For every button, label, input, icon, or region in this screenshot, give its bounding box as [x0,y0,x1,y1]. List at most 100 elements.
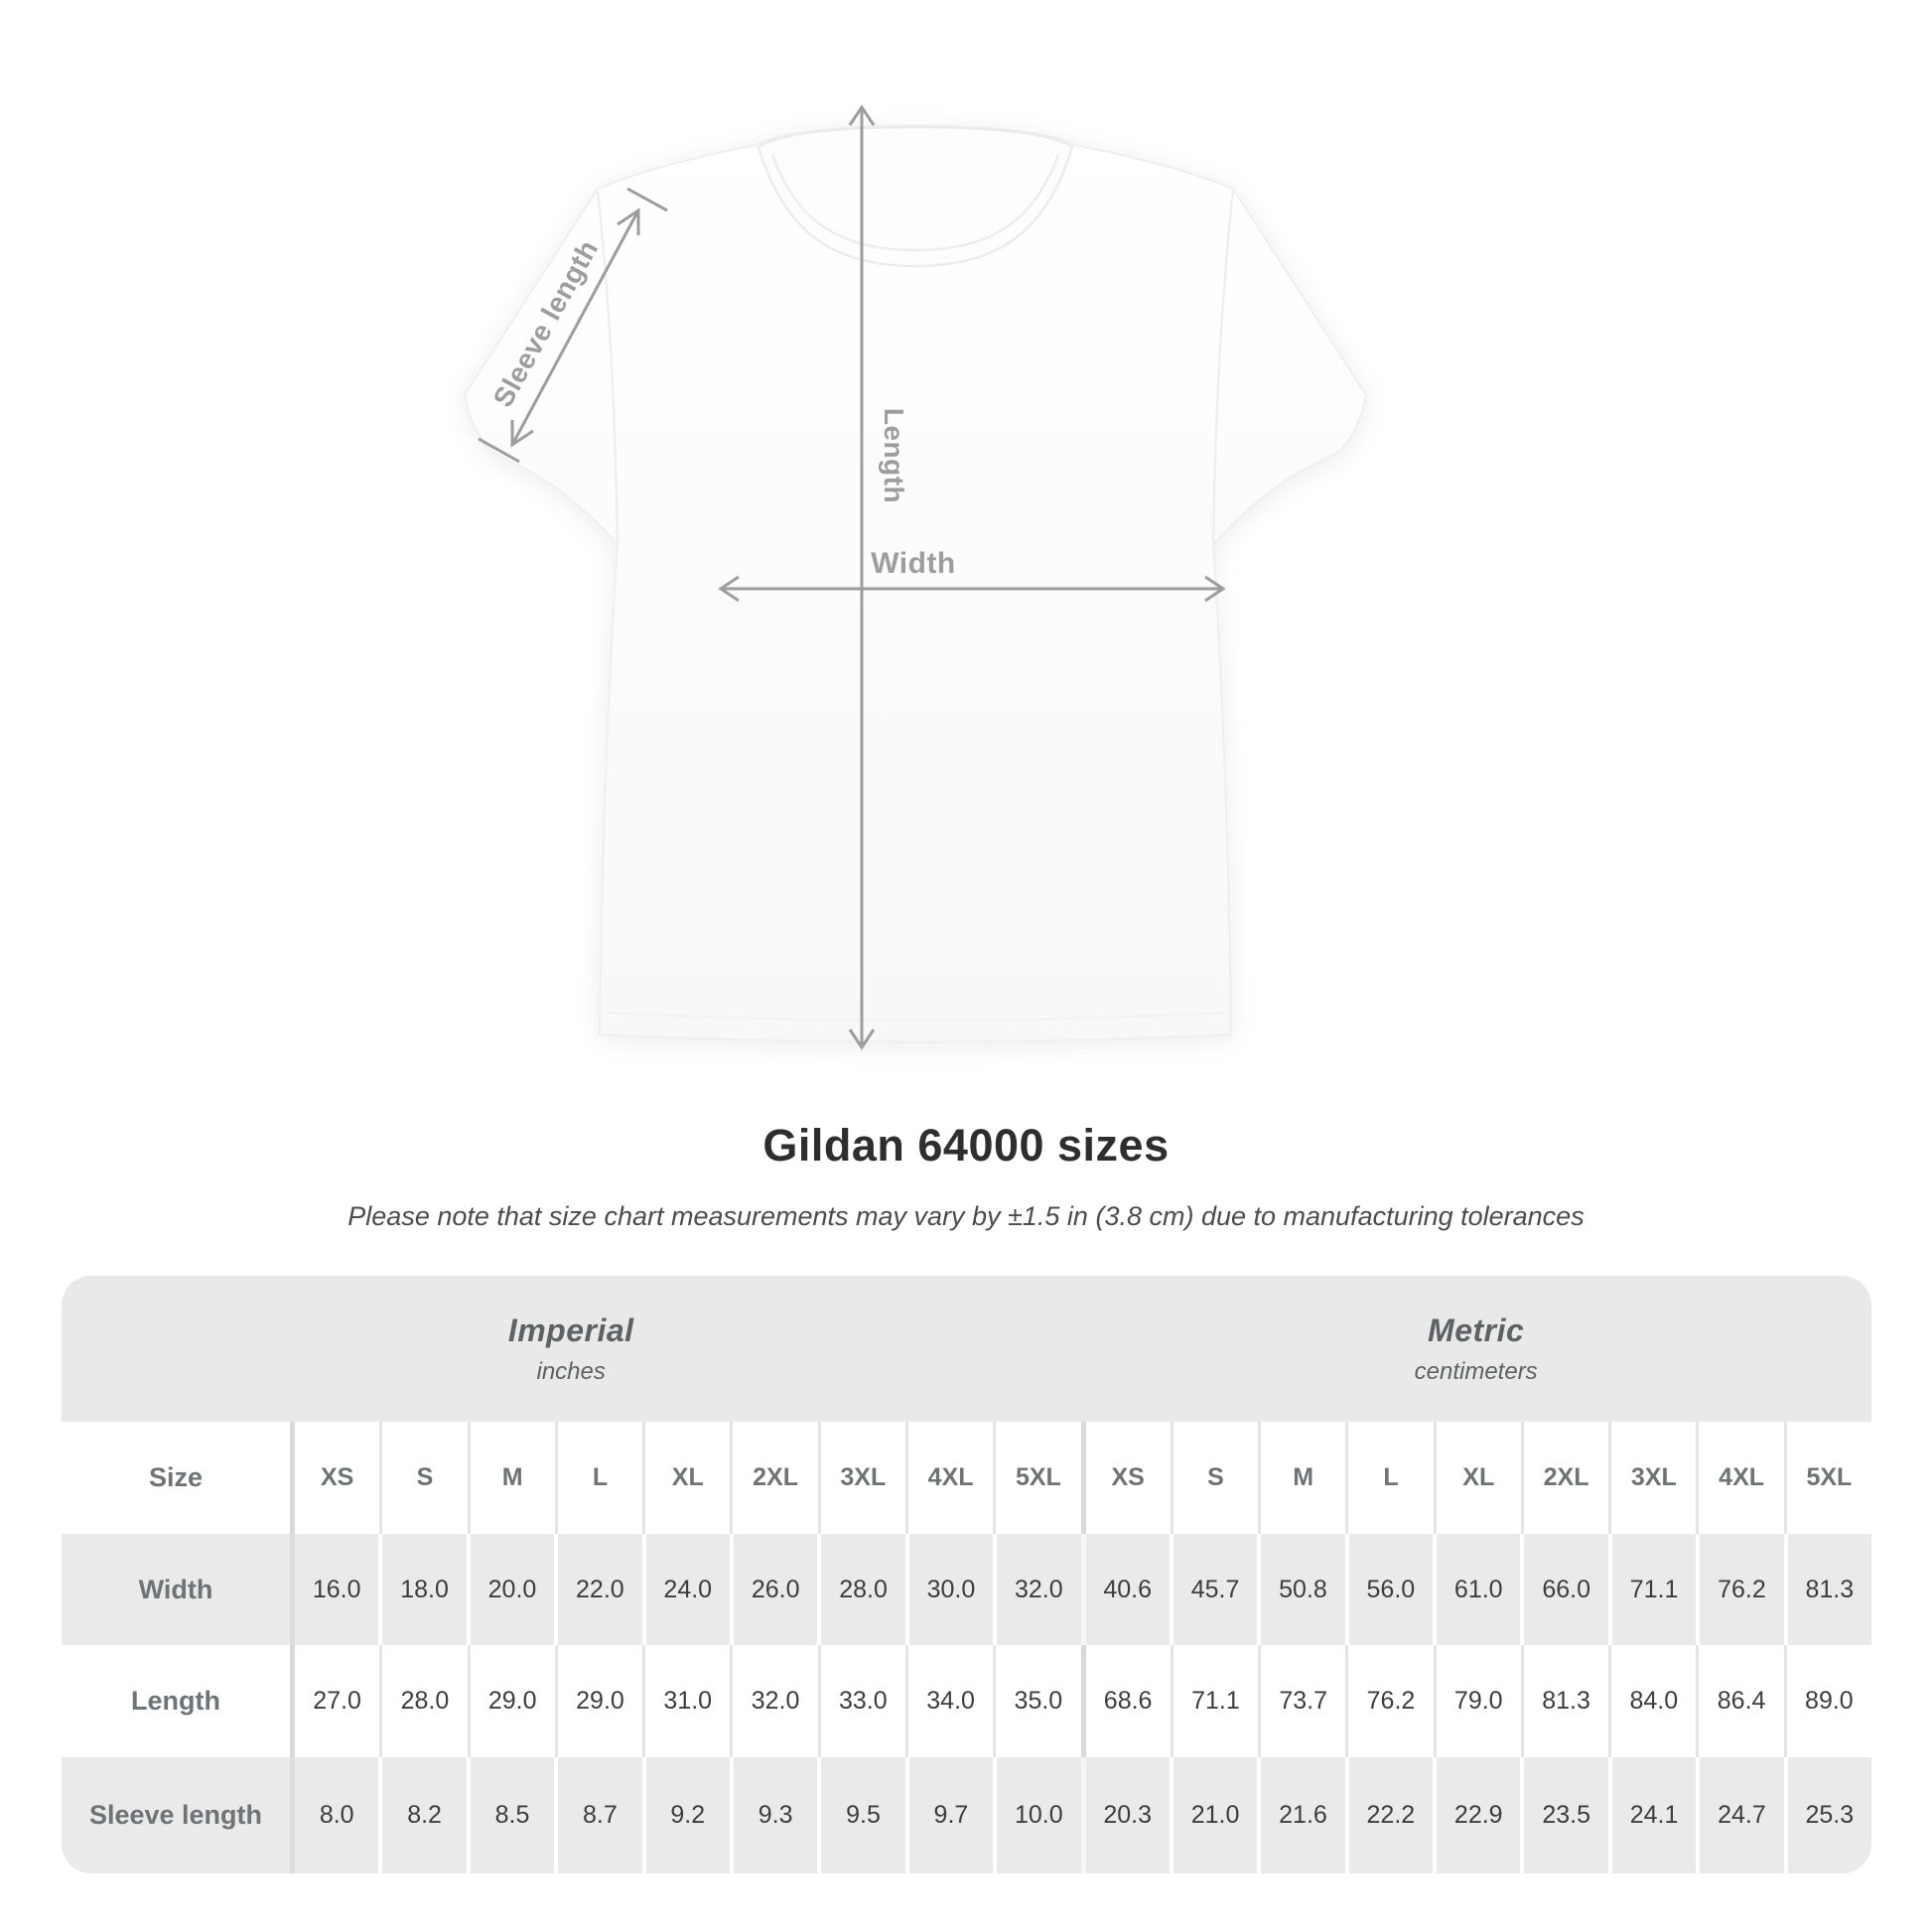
length-arrow [848,104,876,1050]
sleeve-value-cell: 24.7 [1696,1757,1784,1873]
length-value-cell: 33.0 [817,1645,905,1757]
size-header-cell: 5XL [1783,1422,1871,1534]
size-header-cell: S [1170,1422,1258,1534]
length-value-cell: 28.0 [379,1645,467,1757]
length-value-cell: 35.0 [993,1645,1080,1757]
sleeve-value-cell: 8.5 [466,1757,555,1873]
sleeve-value-cell: 8.7 [554,1757,642,1873]
size-header-cell: XS [320,1463,354,1491]
length-value-cell: 84.0 [1608,1645,1696,1757]
size-table: Imperial inches Metric centimeters Size … [62,1276,1871,1873]
width-value-cell: 26.0 [729,1534,818,1645]
length-label: Length [879,407,909,504]
length-value-cell: 81.3 [1520,1645,1608,1757]
imperial-header: Imperial inches [62,1276,1080,1422]
length-value-cell: 71.1 [1170,1645,1258,1757]
size-header-cell: 3XL [1608,1422,1696,1534]
width-row-label: Width [138,1574,213,1604]
page-title: Gildan 64000 sizes [762,1120,1170,1171]
tshirt-body [463,124,1368,1043]
length-value-cell: 27.0 [313,1687,361,1715]
sleeve-value-cell: 8.2 [378,1757,467,1873]
width-metric-values: 40.6 45.7 50.8 56.0 61.0 66.0 71.1 76.2 81.3 [1080,1534,1871,1645]
width-value-cell: 71.1 [1607,1534,1697,1645]
length-value-cell: 32.0 [730,1645,817,1757]
sleeve-value-cell: 21.6 [1257,1757,1345,1873]
size-header-cell: 3XL [817,1422,905,1534]
size-header-cell: XL [1433,1422,1521,1534]
tshirt-image [463,104,1368,1050]
length-value-cell: 29.0 [554,1645,642,1757]
length-value-cell: 29.0 [467,1645,555,1757]
length-imperial-values: 27.0 28.0 29.0 29.0 31.0 32.0 33.0 34.0 35.0 [290,1645,1081,1757]
width-value-cell: 81.3 [1783,1534,1871,1645]
metric-title: Metric [1428,1311,1525,1348]
sleeve-row-label: Sleeve length [88,1800,263,1830]
sleeve-value-cell: 25.3 [1783,1757,1871,1873]
width-value-cell: 30.0 [904,1534,994,1645]
width-value-cell: 66.0 [1520,1534,1608,1645]
sleeve-metric-values: 20.3 21.0 21.6 22.2 22.9 23.5 24.1 24.7 25.3 [1080,1757,1871,1873]
length-value-cell: 68.6 [1103,1687,1153,1715]
sleeve-value-cell: 21.0 [1169,1757,1258,1873]
metric-size-headers: XS S M L XL 2XL 3XL 4XL 5XL [1080,1422,1872,1534]
size-header-cell: 2XL [730,1422,817,1534]
width-value-cell: 76.2 [1696,1534,1784,1645]
sleeve-value-cell: 22.2 [1344,1757,1434,1873]
sleeve-value-cell: 9.3 [729,1757,818,1873]
sleeve-length-arrow [478,187,668,464]
sleeve-value-cell: 22.9 [1433,1757,1521,1873]
sleeve-value-cell: 9.2 [641,1757,730,1873]
sleeve-value-cell: 9.5 [817,1757,905,1873]
width-arrow [718,575,1226,603]
length-value-cell: 89.0 [1783,1645,1871,1757]
size-header-cell: M [1258,1422,1345,1534]
sleeve-value-cell: 9.7 [904,1757,994,1873]
length-value-cell: 86.4 [1696,1645,1783,1757]
sleeve-value-cell: 23.5 [1520,1757,1608,1873]
width-value-cell: 28.0 [817,1534,905,1645]
imperial-title: Imperial [507,1311,634,1348]
size-header-row: Size XS S M L XL 2XL 3XL 4XL 5XL XS S M L XL 2XL 3XL 4X… [62,1422,1871,1534]
size-header-cell: L [554,1422,642,1534]
sleeve-value-cell: 8.0 [295,1757,379,1873]
width-value-cell: 32.0 [993,1534,1081,1645]
size-row-label: Size [148,1462,204,1492]
length-row-label: Length [131,1686,220,1716]
length-value-cell: 73.7 [1258,1645,1345,1757]
width-value-cell: 20.0 [466,1534,555,1645]
size-header-cell: XS [1111,1463,1145,1491]
length-row: Length 27.0 28.0 29.0 29.0 31.0 32.0 33.0 34.0 3… [62,1645,1871,1757]
tolerance-note: Please note that size chart measurements… [347,1201,1585,1231]
width-value-cell: 22.0 [554,1534,642,1645]
sleeve-value-cell: 24.1 [1607,1757,1697,1873]
length-value-cell: 31.0 [642,1645,730,1757]
length-value-cell: 34.0 [904,1645,993,1757]
sleeve-value-cell: 20.3 [1085,1757,1170,1873]
sleeve-value-cell: 10.0 [993,1757,1081,1873]
size-header-cell: M [467,1422,555,1534]
length-metric-values: 68.6 71.1 73.7 76.2 79.0 81.3 84.0 86.4 89.0 [1080,1645,1872,1757]
size-header-cell: S [379,1422,467,1534]
metric-header: Metric centimeters [1080,1276,1871,1422]
width-value-cell: 16.0 [295,1534,379,1645]
imperial-unit: inches [536,1357,606,1385]
width-value-cell: 45.7 [1169,1534,1258,1645]
length-value-cell: 76.2 [1345,1645,1433,1757]
size-header-cell: XL [642,1422,730,1534]
width-label: Width [871,547,956,580]
sleeve-length-row: Sleeve length 8.0 8.2 8.5 8.7 9.2 9.3 9.5 9.7 10… [62,1757,1871,1873]
width-imperial-values: 16.0 18.0 20.0 22.0 24.0 26.0 28.0 30.0 32.0 [290,1534,1081,1645]
size-header-cell: 2XL [1520,1422,1608,1534]
width-value-cell: 40.6 [1085,1534,1170,1645]
width-value-cell: 50.8 [1257,1534,1345,1645]
length-value-cell: 79.0 [1433,1645,1521,1757]
imperial-size-headers: XS S M L XL 2XL 3XL 4XL 5XL [290,1422,1081,1534]
metric-unit: centimeters [1414,1357,1538,1385]
size-header-cell: 4XL [1696,1422,1783,1534]
size-header-cell: L [1345,1422,1433,1534]
width-value-cell: 24.0 [641,1534,730,1645]
table-header-band: Imperial inches Metric centimeters [62,1276,1871,1422]
width-value-cell: 18.0 [378,1534,467,1645]
